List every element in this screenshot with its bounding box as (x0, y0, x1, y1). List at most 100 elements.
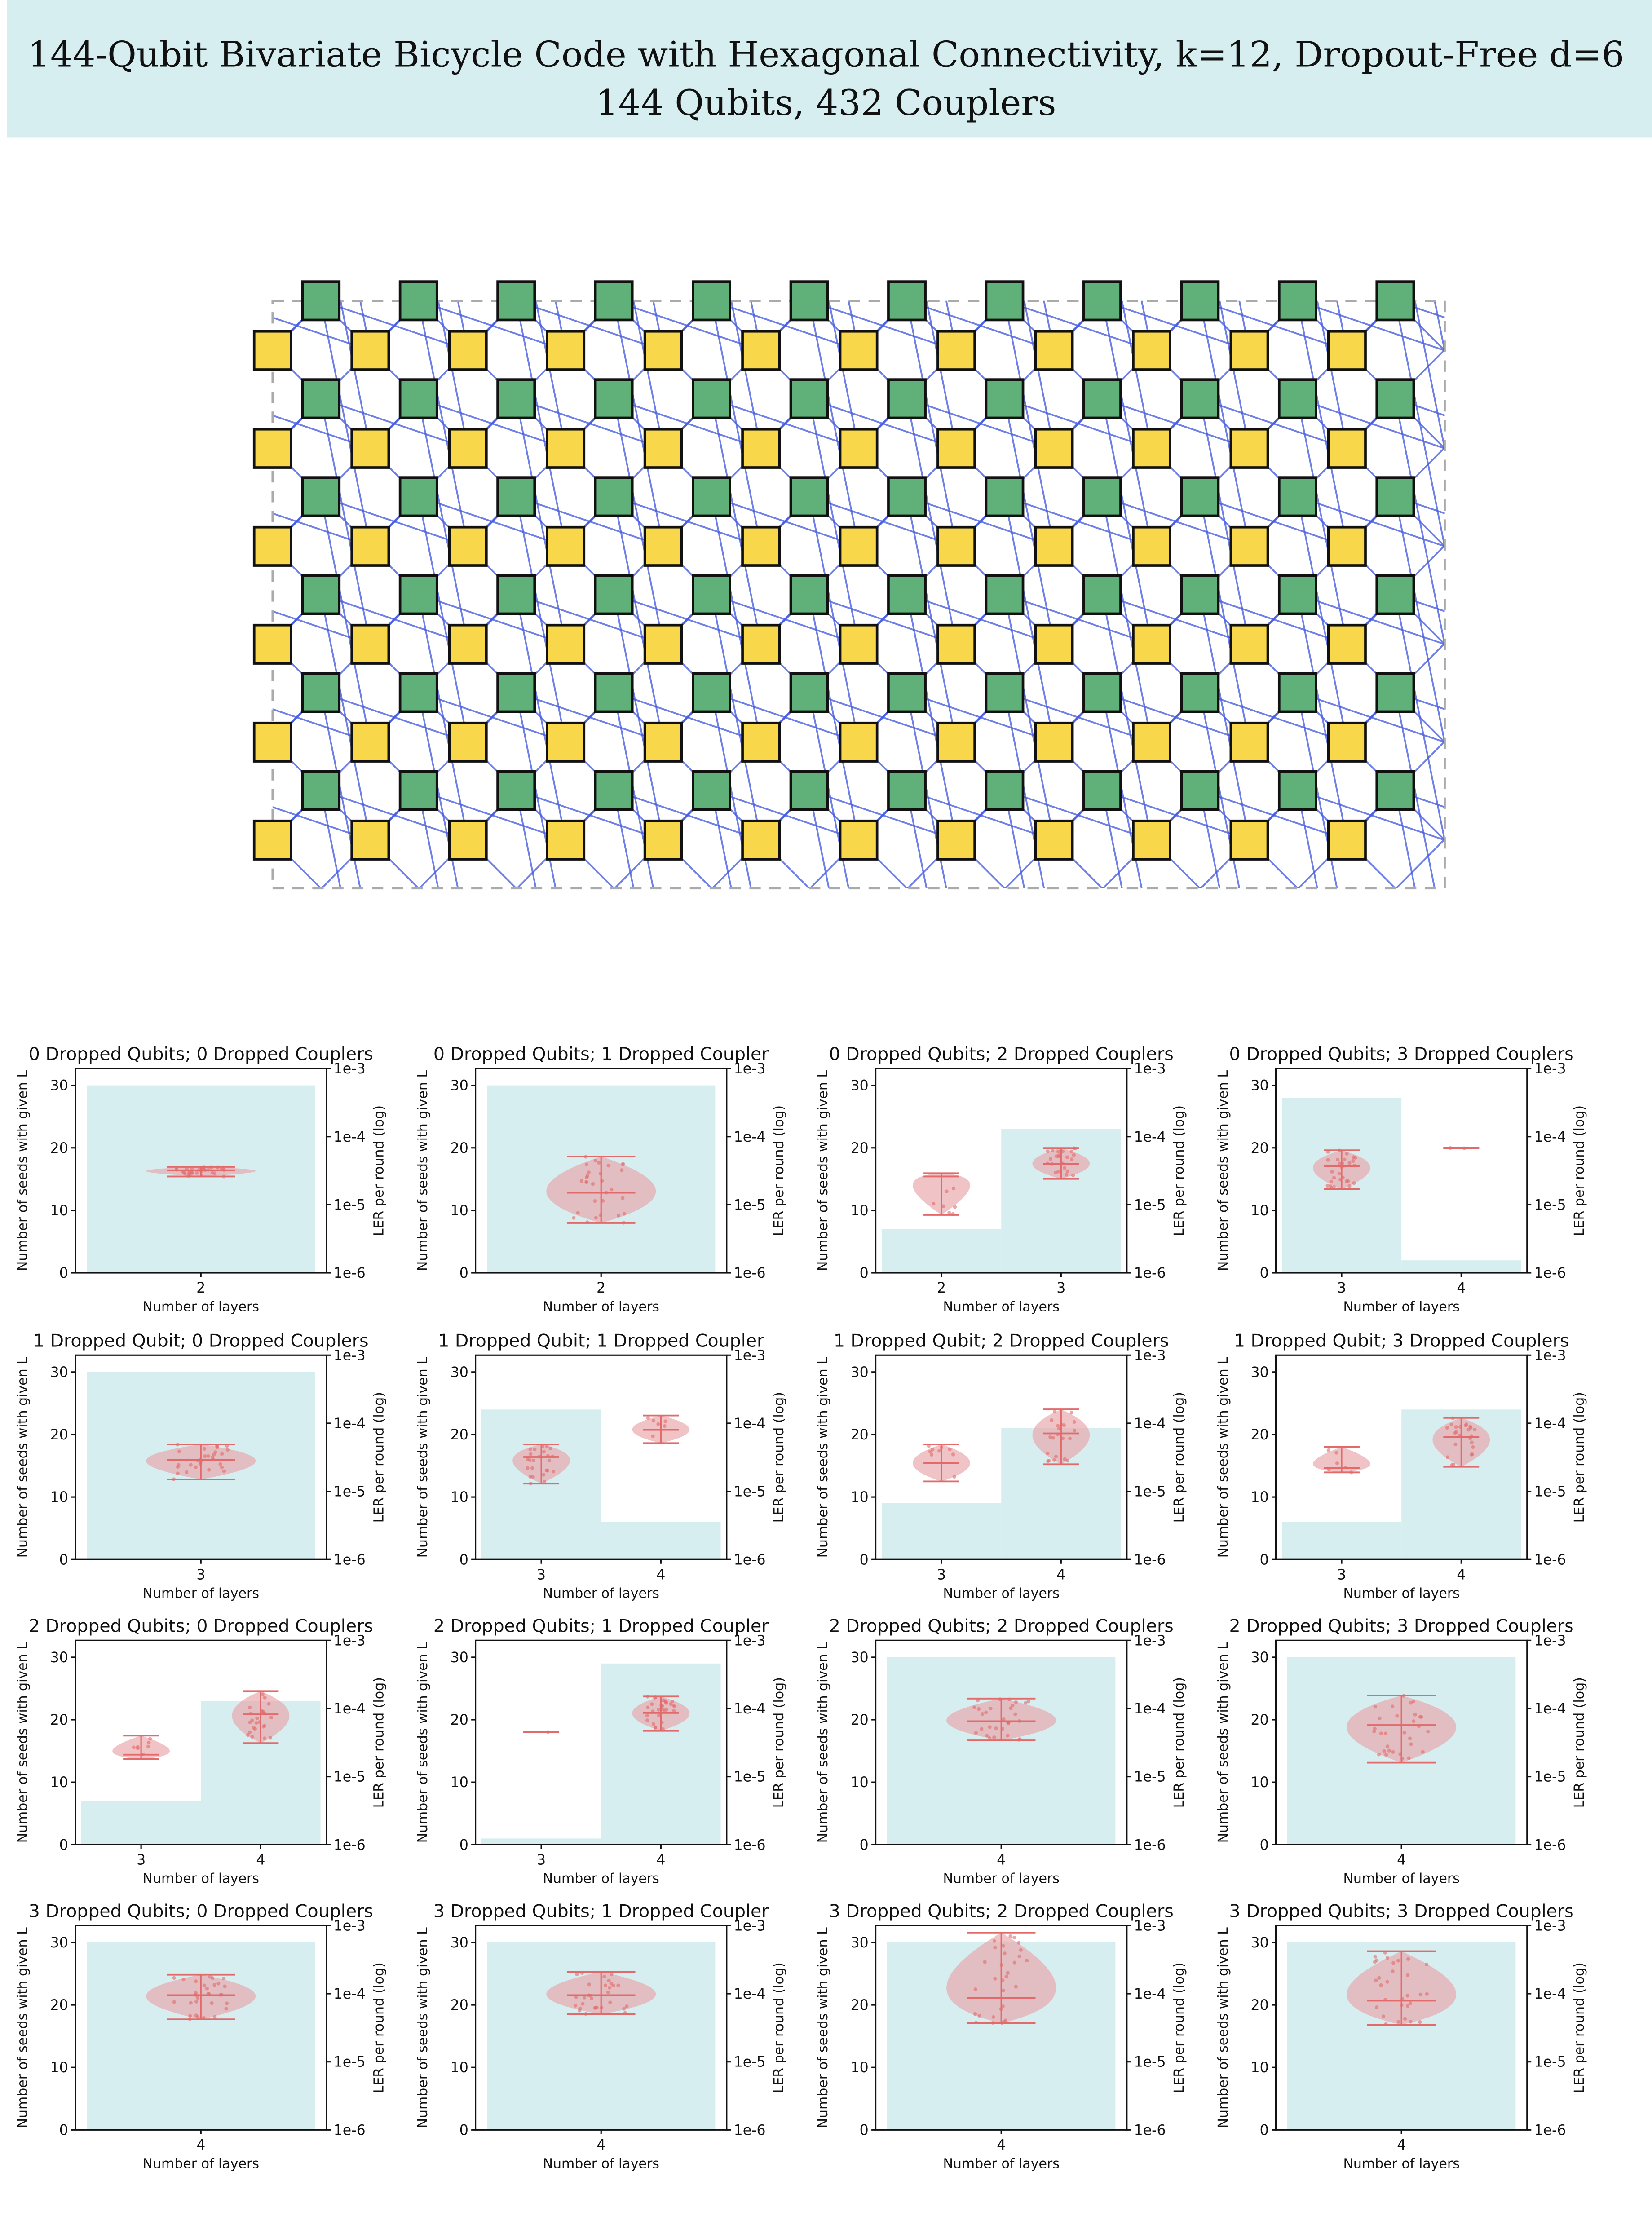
coupler (1043, 300, 1055, 351)
check-qubit (887, 672, 927, 713)
right-tick-label: 1e-6 (1534, 1265, 1566, 1281)
coupler (1004, 888, 1054, 1134)
ler-point (620, 1168, 624, 1172)
ler-point (1009, 1706, 1013, 1710)
coupler (1445, 252, 1493, 300)
coupler (1590, 203, 1652, 253)
ler-point (584, 1180, 588, 1184)
coupler (516, 203, 663, 253)
check-qubit (789, 770, 829, 811)
ler-point (210, 2001, 214, 2005)
ler-point (973, 1987, 977, 1991)
check-qubit (1375, 476, 1415, 517)
check-qubit (398, 280, 438, 322)
ler-point (269, 1715, 273, 1720)
coupler (760, 300, 812, 351)
left-tick-label: 30 (851, 1650, 869, 1666)
x-tick-label: 4 (1397, 1852, 1406, 1868)
coupler (1590, 790, 1640, 1036)
coupler (906, 790, 928, 888)
coupler (1395, 887, 1397, 888)
data-qubit (448, 721, 488, 763)
coupler (272, 414, 371, 450)
coupler (1590, 301, 1640, 547)
coupler (1102, 986, 1250, 1036)
ler-point (1338, 1178, 1343, 1182)
ler-point (1000, 1727, 1005, 1731)
coupler (1640, 1084, 1652, 1134)
data-qubit (936, 428, 976, 469)
left-tick-label: 30 (1251, 1364, 1269, 1381)
coupler (1542, 448, 1590, 496)
ler-point (199, 1169, 203, 1173)
left-tick-label: 20 (451, 1712, 468, 1728)
left-tick-label: 10 (851, 1775, 869, 1791)
data-qubit (546, 623, 586, 665)
left-axis-label: Number of seeds with given L (415, 1070, 431, 1271)
check-qubit (1277, 378, 1317, 419)
coupler (1249, 692, 1396, 841)
coupler (28, 595, 175, 645)
right-axis-label: LER per round (log) (1171, 1962, 1187, 2093)
coupler (77, 497, 125, 547)
coupler (1200, 986, 1347, 1036)
ler-point (537, 1455, 541, 1459)
ler-point (1385, 1744, 1390, 1748)
coupler (555, 300, 567, 351)
panel-title: 0 Dropped Qubits; 2 Dropped Couplers (829, 1044, 1174, 1064)
coupler (77, 448, 125, 496)
ler-point (606, 1164, 610, 1168)
right-tick-label: 1e-6 (734, 1265, 766, 1281)
check-qubit (692, 476, 732, 517)
ler-point (246, 1733, 250, 1737)
ler-point (1065, 1459, 1069, 1463)
coupler (1003, 887, 1005, 888)
ler-point (187, 1170, 191, 1174)
coupler (175, 399, 223, 449)
x-axis-label: Number of layers (143, 1871, 259, 1887)
ler-point (1426, 1730, 1430, 1734)
panel-title: 0 Dropped Qubits; 0 Dropped Couplers (29, 1044, 373, 1064)
data-qubit (643, 623, 683, 665)
count-bar (87, 1942, 315, 2130)
right-tick-label: 1e-5 (1534, 1769, 1566, 1785)
coupler (1101, 887, 1102, 888)
coupler (0, 888, 28, 1036)
ler-point (1335, 1461, 1339, 1466)
ler-point (1470, 1452, 1474, 1457)
coupler (1590, 301, 1652, 351)
data-qubit (936, 330, 976, 371)
data-qubit (546, 428, 586, 469)
ler-point (610, 1972, 614, 1977)
ler-point (262, 1724, 267, 1728)
ler-point (999, 2007, 1003, 2011)
coupler (77, 986, 125, 1036)
coupler (272, 839, 273, 840)
left-axis-label: Number of seeds with given L (415, 1642, 431, 1843)
coupler (1493, 693, 1542, 938)
check-qubit (1082, 574, 1122, 615)
data-qubit (1229, 428, 1269, 469)
x-axis-label: Number of layers (543, 1299, 659, 1315)
left-tick-label: 20 (451, 1997, 468, 2013)
ler-point (945, 1189, 949, 1193)
check-qubit (789, 574, 829, 615)
coupler (272, 741, 273, 742)
ler-point (992, 1735, 996, 1739)
data-qubit (448, 623, 488, 665)
coupler (1395, 986, 1542, 1036)
ler-point (1012, 1935, 1016, 1940)
data-qubit (448, 819, 488, 861)
coupler (663, 938, 711, 986)
coupler (468, 203, 516, 253)
right-axis-label: LER per round (log) (1572, 1677, 1587, 1808)
check-qubit (692, 280, 732, 322)
ler-point (194, 1171, 199, 1175)
ler-point (1017, 1738, 1021, 1742)
ler-point (208, 1975, 212, 1979)
check-qubit (594, 672, 634, 713)
coupler (1101, 887, 1102, 888)
coupler (28, 790, 175, 840)
coupler (1493, 1182, 1542, 1428)
